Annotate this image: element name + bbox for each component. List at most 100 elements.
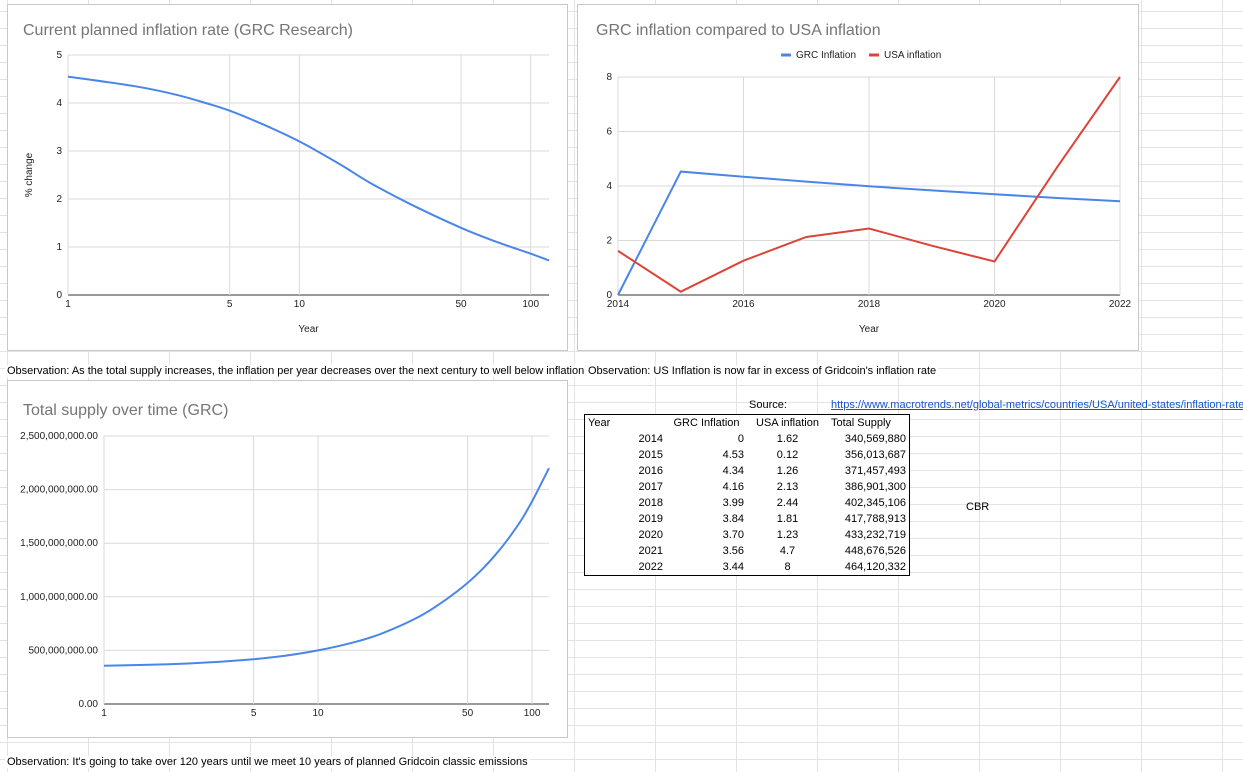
compare-inflation-chart[interactable]: GRC inflation compared to USA inflation 0…	[577, 4, 1139, 351]
y-tick-label: 0	[606, 290, 612, 301]
x-tick-label: 50	[462, 708, 474, 719]
table-row: 2022 3.44 8 464,120,332	[585, 559, 910, 576]
table-row: 2018 3.99 2.44 402,345,106	[585, 495, 910, 511]
x-tick-label: 2020	[983, 299, 1006, 310]
cell-grc-inflation: 0	[737, 433, 744, 445]
table-row: 2016 4.34 1.26 371,457,493	[585, 463, 910, 479]
x-tick-label: 2022	[1109, 299, 1132, 310]
cell-total-supply: 464,120,332	[844, 561, 906, 573]
table-header-row: Year GRC Inflation USA inflation Total S…	[585, 415, 910, 432]
y-tick-label: 3	[56, 146, 62, 157]
legend-item: USA inflation	[884, 50, 941, 61]
y-tick-label: 1,000,000,000.00	[20, 592, 98, 603]
table-row: 2021 3.56 4.7 448,676,526	[585, 543, 910, 559]
cell-year: 2016	[638, 465, 663, 477]
y-tick-label: 0	[56, 290, 62, 301]
chart-title: Total supply over time (GRC)	[23, 402, 228, 419]
y-tick-label: 2,000,000,000.00	[20, 485, 98, 496]
cell-grc-inflation: 4.16	[722, 481, 744, 493]
cell-usa-inflation: 0.12	[776, 449, 799, 461]
data-table: Year GRC Inflation USA inflation Total S…	[584, 414, 910, 576]
x-tick-label: 5	[251, 708, 257, 719]
y-tick-label: 2	[56, 194, 62, 205]
cell-grc-inflation: 3.99	[722, 497, 744, 509]
x-tick-label: 100	[522, 299, 539, 310]
x-tick-label: 1	[101, 708, 107, 719]
x-axis-label: Year	[298, 324, 319, 335]
x-tick-label: 2018	[858, 299, 881, 310]
y-tick-label: 500,000,000.00	[28, 645, 98, 656]
y-tick-label: 2	[606, 236, 612, 247]
table-row: 2014 0 1.62 340,569,880	[585, 431, 910, 447]
series-line-0	[67, 75, 550, 262]
x-tick-label: 100	[524, 708, 541, 719]
cell-usa-inflation: 4.7	[779, 545, 796, 557]
cell-usa-inflation: 2.44	[776, 497, 799, 509]
x-tick-label: 5	[227, 299, 233, 310]
cell-usa-inflation: 1.81	[776, 513, 799, 525]
cell-grc-inflation: 3.56	[722, 545, 744, 557]
cell-grc-inflation: 3.44	[722, 561, 744, 573]
header-total-supply: Total Supply	[831, 417, 891, 429]
cell-total-supply: 340,569,880	[844, 433, 906, 445]
cell-usa-inflation: 1.23	[776, 529, 799, 541]
cell-usa-inflation: 2.13	[776, 481, 799, 493]
table-row: 2020 3.70 1.23 433,232,719	[585, 527, 910, 543]
y-axis-label: % change	[24, 152, 35, 197]
cell-usa-inflation: 8	[784, 561, 791, 573]
cell-total-supply: 371,457,493	[844, 465, 906, 477]
cell-grc-inflation: 3.84	[722, 513, 744, 525]
y-tick-label: 0.00	[79, 699, 99, 710]
y-tick-label: 5	[56, 50, 62, 61]
legend-item: GRC Inflation	[796, 50, 856, 61]
cell-year: 2021	[638, 545, 663, 557]
planned-inflation-svg: Current planned inflation rate (GRC Rese…	[23, 22, 550, 335]
header-year: Year	[588, 417, 611, 429]
supply-chart[interactable]: Total supply over time (GRC) 0.00 500,000,…	[7, 380, 568, 738]
x-tick-label: 10	[312, 708, 324, 719]
y-tick-label: 2,500,000,000.00	[20, 431, 98, 442]
cell-total-supply: 417,788,913	[844, 513, 906, 525]
cell-usa-inflation: 1.62	[776, 433, 799, 445]
cell-grc-inflation: 3.70	[722, 529, 744, 541]
cell-grc-inflation: 4.53	[722, 449, 744, 461]
chart-title: Current planned inflation rate (GRC Rese…	[23, 22, 353, 39]
y-tick-label: 4	[606, 181, 612, 192]
compare-observation: Observation: US Inflation is now far in …	[586, 365, 939, 377]
cell-total-supply: 386,901,300	[844, 481, 906, 493]
cell-total-supply: 402,345,106	[844, 497, 906, 509]
extra-cell-cbr: CBR	[966, 501, 990, 513]
cell-total-supply: 356,013,687	[844, 449, 906, 461]
y-tick-label: 4	[56, 98, 62, 109]
cell-year: 2019	[638, 513, 663, 525]
cell-year: 2017	[638, 481, 663, 493]
x-tick-label: 50	[455, 299, 467, 310]
planned-inflation-chart[interactable]: Current planned inflation rate (GRC Rese…	[7, 4, 568, 351]
series-line-0	[103, 467, 550, 667]
x-tick-label: 2014	[607, 299, 630, 310]
header-usa-inflation: USA inflation	[756, 417, 819, 429]
source-label: Source:	[749, 399, 787, 411]
y-tick-label: 8	[606, 72, 612, 83]
cell-year: 2022	[638, 561, 663, 573]
x-tick-label: 2016	[732, 299, 755, 310]
y-tick-label: 1,500,000,000.00	[20, 538, 98, 549]
supply-observation: Observation: It's going to take over 120…	[5, 756, 530, 768]
cell-year: 2014	[638, 433, 663, 445]
supply-svg: Total supply over time (GRC) 0.00 500,000,…	[20, 402, 550, 719]
x-tick-label: 1	[65, 299, 71, 310]
cell-year: 2018	[638, 497, 663, 509]
chart-title: GRC inflation compared to USA inflation	[596, 22, 881, 39]
planned-observation: Observation: As the total supply increas…	[5, 365, 587, 377]
y-tick-label: 6	[606, 127, 612, 138]
cell-total-supply: 448,676,526	[844, 545, 906, 557]
y-tick-label: 1	[56, 242, 62, 253]
table-row: 2017 4.16 2.13 386,901,300	[585, 479, 910, 495]
x-tick-label: 10	[294, 299, 306, 310]
x-axis-label: Year	[859, 324, 880, 335]
source-link[interactable]: https://www.macrotrends.net/global-metri…	[831, 399, 1243, 411]
header-grc-inflation: GRC Inflation	[673, 417, 740, 429]
series-line-usa-inflation	[617, 76, 1121, 293]
cell-year: 2020	[638, 529, 663, 541]
cell-year: 2015	[638, 449, 663, 461]
